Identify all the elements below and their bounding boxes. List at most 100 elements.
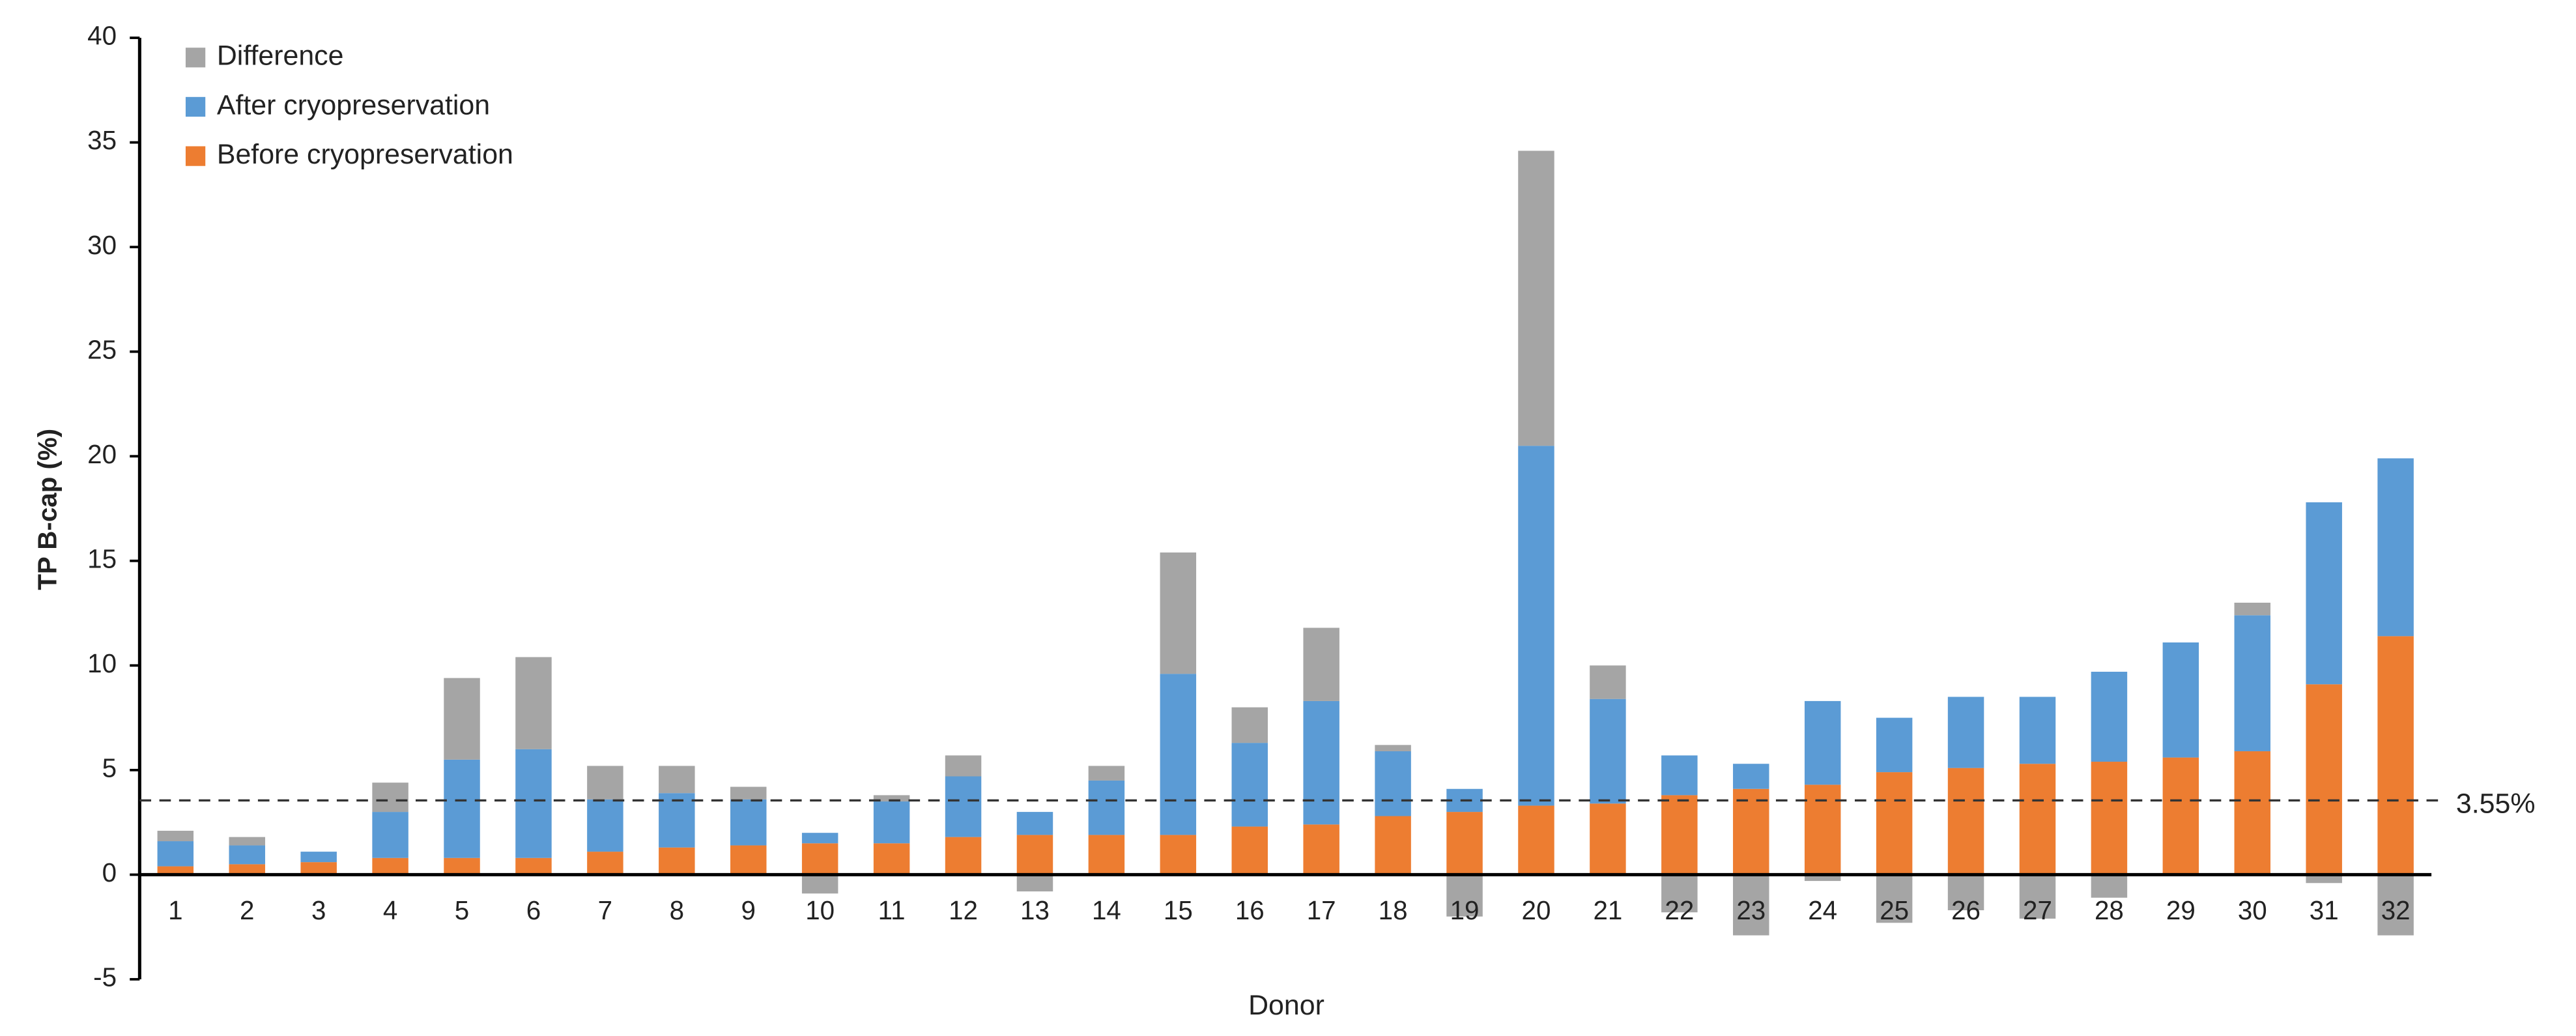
bar-segment bbox=[1876, 772, 1913, 875]
x-tick-label: 25 bbox=[1880, 895, 1909, 925]
bar-segment bbox=[801, 833, 838, 844]
y-tick-label: 40 bbox=[87, 21, 117, 51]
bar-segment bbox=[945, 776, 982, 837]
bar-segment bbox=[300, 862, 337, 875]
bar-segment bbox=[730, 786, 767, 799]
bar-segment bbox=[2019, 874, 2056, 919]
bar-segment bbox=[873, 843, 910, 875]
bar-segment bbox=[945, 837, 982, 875]
legend-label: Before cryopreservation bbox=[217, 139, 513, 170]
bar-segment bbox=[1804, 874, 1841, 882]
bar-segment bbox=[1231, 743, 1268, 827]
bar-segment bbox=[1016, 835, 1053, 875]
bar-segment bbox=[1088, 780, 1125, 835]
bar-segment bbox=[587, 852, 623, 875]
reference-label: 3.55% bbox=[2456, 788, 2536, 819]
y-tick-label: 5 bbox=[102, 753, 117, 783]
x-tick-label: 16 bbox=[1235, 895, 1265, 925]
bar-segment bbox=[2234, 751, 2271, 875]
y-tick-label: 10 bbox=[87, 648, 117, 678]
bar-segment bbox=[1947, 768, 1984, 875]
bar-segment bbox=[1016, 812, 1053, 835]
x-tick-label: 29 bbox=[2166, 895, 2196, 925]
bar-segment bbox=[1804, 784, 1841, 875]
y-tick-label: 0 bbox=[102, 857, 117, 887]
bar-segment bbox=[1375, 745, 1411, 751]
bar-segment bbox=[1303, 824, 1339, 875]
bar-segment bbox=[1231, 707, 1268, 743]
x-tick-label: 30 bbox=[2238, 895, 2267, 925]
bar-segment bbox=[1088, 835, 1125, 875]
bar-segment bbox=[2019, 764, 2056, 875]
bar-segment bbox=[1446, 812, 1483, 875]
bar-segment bbox=[2377, 874, 2414, 936]
bar-segment bbox=[2091, 874, 2128, 898]
bar-segment bbox=[801, 843, 838, 875]
bar-segment bbox=[1160, 835, 1197, 875]
bar-segment bbox=[515, 657, 552, 749]
bar-segment bbox=[515, 749, 552, 858]
bar-segment bbox=[444, 678, 480, 760]
x-tick-label: 28 bbox=[2095, 895, 2124, 925]
bar-segment bbox=[372, 857, 408, 875]
x-tick-label: 26 bbox=[1951, 895, 1981, 925]
bar-segment bbox=[1947, 697, 1984, 768]
bar-segment bbox=[1590, 698, 1626, 804]
bar-segment bbox=[229, 845, 265, 865]
legend-swatch bbox=[185, 96, 206, 117]
bar-segment bbox=[1518, 446, 1554, 806]
x-tick-label: 12 bbox=[949, 895, 978, 925]
bar-segment bbox=[659, 766, 695, 794]
bar-segment bbox=[444, 857, 480, 875]
bar-segment bbox=[1231, 826, 1268, 875]
bar-segment bbox=[587, 766, 623, 799]
x-tick-label: 15 bbox=[1164, 895, 1193, 925]
x-tick-label: 3 bbox=[311, 895, 326, 925]
bar-segment bbox=[1590, 803, 1626, 875]
x-tick-label: 17 bbox=[1307, 895, 1336, 925]
x-axis-title: Donor bbox=[1248, 990, 1324, 1021]
x-tick-label: 13 bbox=[1020, 895, 1050, 925]
y-tick-label: 15 bbox=[87, 543, 117, 573]
x-tick-label: 18 bbox=[1379, 895, 1408, 925]
x-tick-label: 11 bbox=[878, 895, 906, 925]
bar-segment bbox=[2091, 671, 2128, 762]
bar-segment bbox=[1733, 874, 1769, 936]
x-tick-label: 10 bbox=[805, 895, 835, 925]
legend-swatch bbox=[185, 48, 206, 68]
y-tick-label: -5 bbox=[93, 962, 117, 992]
bar-segment bbox=[1661, 795, 1698, 875]
y-tick-label: 20 bbox=[87, 439, 117, 469]
bar-segment bbox=[1733, 764, 1769, 789]
x-tick-label: 27 bbox=[2023, 895, 2052, 925]
bar-segment bbox=[945, 755, 982, 777]
x-tick-label: 31 bbox=[2310, 895, 2339, 925]
x-tick-label: 32 bbox=[2381, 895, 2411, 925]
bar-segment bbox=[2377, 636, 2414, 875]
x-tick-label: 2 bbox=[240, 895, 254, 925]
bar-segment bbox=[801, 874, 838, 894]
bar-segment bbox=[2306, 502, 2342, 685]
bar-segment bbox=[157, 830, 194, 842]
bar-segment bbox=[730, 845, 767, 875]
bar-segment bbox=[2091, 762, 2128, 875]
bar-segment bbox=[2306, 684, 2342, 875]
x-tick-label: 14 bbox=[1092, 895, 1121, 925]
bar-segment bbox=[444, 759, 480, 858]
legend-label: Difference bbox=[217, 40, 344, 72]
bar-segment bbox=[1088, 766, 1125, 781]
x-tick-label: 20 bbox=[1522, 895, 1551, 925]
bar-segment bbox=[372, 783, 408, 813]
bar-segment bbox=[659, 793, 695, 848]
y-tick-label: 35 bbox=[87, 125, 117, 155]
bar-segment bbox=[1160, 552, 1197, 674]
bar-segment bbox=[229, 837, 265, 846]
legend-label: After cryopreservation bbox=[217, 89, 490, 121]
bar-segment bbox=[873, 801, 910, 844]
x-tick-label: 9 bbox=[741, 895, 756, 925]
y-tick-label: 30 bbox=[87, 230, 117, 260]
bar-segment bbox=[1733, 788, 1769, 875]
bar-segment bbox=[730, 799, 767, 846]
bar-segment bbox=[2234, 615, 2271, 751]
